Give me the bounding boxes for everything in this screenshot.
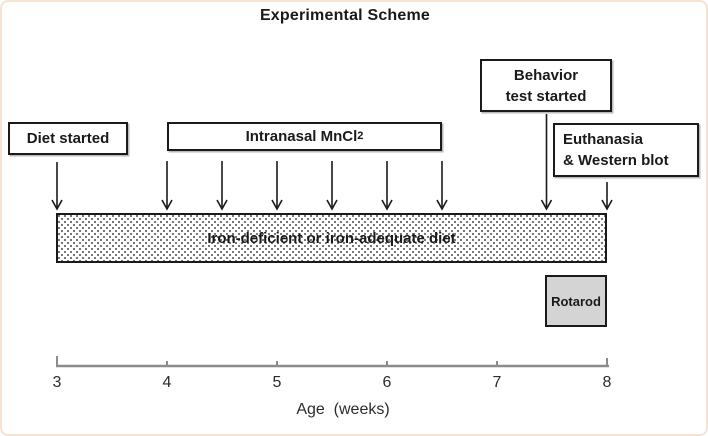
behavior-test-arrow: [540, 114, 553, 211]
axis-title: Age (weeks): [296, 401, 390, 418]
axis-tick-label: 3: [52, 374, 62, 391]
diet-started-arrow: [51, 162, 63, 211]
intranasal-dose-arrow: [381, 161, 393, 211]
axis-tick-label: 7: [492, 374, 502, 391]
diet-period-bar-label: Iron-deficient or iron-adequate diet: [207, 229, 456, 247]
axis-tick-label: 6: [382, 374, 392, 391]
behavior-label-line1: Behavior: [513, 66, 579, 84]
behavior-label-line2: test started: [505, 87, 587, 105]
diet-period-bar: Iron-deficient or iron-adequate diet: [56, 213, 607, 263]
intranasal-mncl2-box: Intranasal MnCl 2: [167, 122, 442, 151]
intranasal-dose-arrow: [161, 161, 173, 211]
euthanasia-label-line2: & Western blot: [563, 152, 669, 169]
behavior-test-box: Behavior test started: [480, 59, 612, 112]
diet-started-label: Diet started: [26, 130, 110, 147]
intranasal-label-subscript: 2: [357, 130, 364, 142]
rotarod-label: Rotarod: [551, 293, 601, 309]
intranasal-dose-arrow: [436, 161, 448, 211]
intranasal-dose-arrow: [326, 161, 338, 211]
rotarod-box: Rotarod: [545, 275, 607, 327]
axis-tick-label: 4: [162, 374, 172, 391]
intranasal-label: Intranasal MnCl: [245, 128, 358, 145]
diet-started-box: Diet started: [8, 122, 128, 155]
euthanasia-label-line1: Euthanasia: [563, 131, 644, 148]
diagram-title: Experimental Scheme: [259, 7, 431, 24]
axis-tick-label: 5: [272, 374, 282, 391]
axis-tick-label: 8: [602, 374, 612, 391]
intranasal-dose-arrow: [216, 161, 228, 211]
intranasal-dose-arrow: [271, 161, 283, 211]
euthanasia-arrow: [601, 182, 613, 211]
euthanasia-western-blot-box: Euthanasia & Western blot: [553, 123, 699, 177]
